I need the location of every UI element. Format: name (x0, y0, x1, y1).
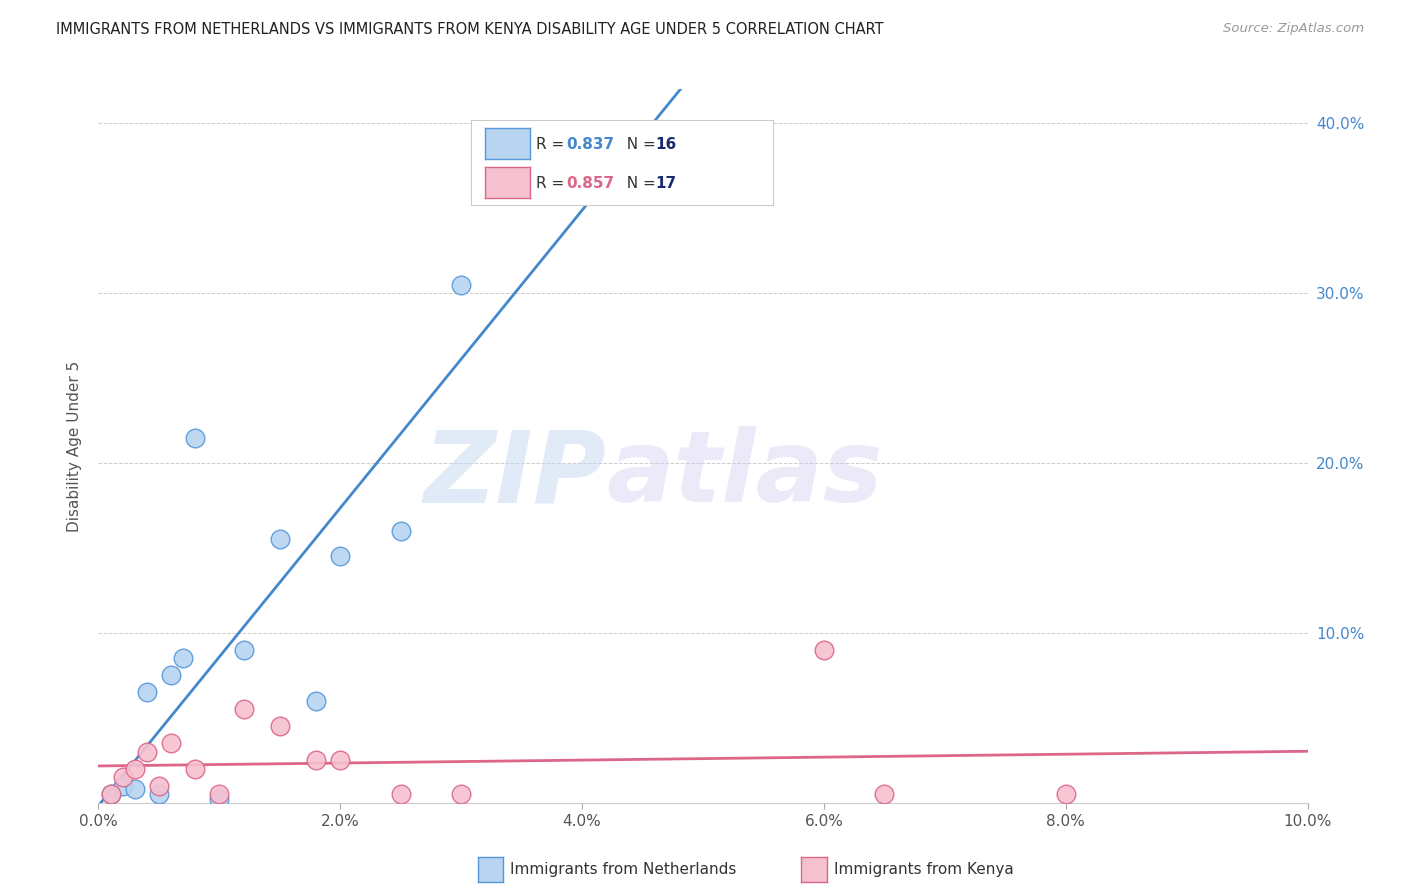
Point (269, 719, 291, 733)
Point (547, 159, 569, 173)
Text: Immigrants from Netherlands: Immigrants from Netherlands (510, 863, 737, 877)
Point (305, 694, 328, 708)
Text: 17: 17 (655, 177, 676, 191)
Point (160, 736, 183, 750)
Point (305, 753, 328, 767)
Text: IMMIGRANTS FROM NETHERLANDS VS IMMIGRANTS FROM KENYA DISABILITY AGE UNDER 5 CORR: IMMIGRANTS FROM NETHERLANDS VS IMMIGRANT… (56, 22, 884, 37)
Point (124, 762, 146, 776)
Text: N =: N = (617, 177, 661, 191)
Point (232, 702, 254, 716)
Point (135, 685, 157, 699)
Y-axis label: Disability Age Under 5: Disability Age Under 5 (67, 360, 83, 532)
Text: N =: N = (617, 137, 661, 152)
Text: Immigrants from Kenya: Immigrants from Kenya (834, 863, 1014, 877)
Point (172, 651, 194, 665)
Point (148, 787, 170, 801)
Point (208, 787, 231, 801)
Text: 0.837: 0.837 (567, 137, 614, 152)
Text: 16: 16 (655, 137, 676, 152)
Point (124, 782, 146, 797)
Text: R =: R = (536, 177, 569, 191)
Text: Source: ZipAtlas.com: Source: ZipAtlas.com (1223, 22, 1364, 36)
Point (111, 770, 134, 784)
Text: ZIP: ZIP (423, 426, 606, 523)
Point (184, 430, 207, 444)
Point (100, 787, 122, 801)
Point (232, 643, 254, 657)
Point (100, 787, 122, 801)
Point (450, 787, 472, 801)
Point (160, 668, 183, 682)
Point (873, 787, 896, 801)
Text: atlas: atlas (606, 426, 883, 523)
Point (135, 745, 157, 759)
Point (329, 753, 352, 767)
Text: R =: R = (536, 137, 569, 152)
Point (329, 549, 352, 564)
Point (269, 533, 291, 547)
Point (148, 779, 170, 793)
Point (450, 277, 472, 292)
Point (184, 762, 207, 776)
Point (389, 787, 412, 801)
Point (813, 643, 835, 657)
Point (1054, 787, 1077, 801)
Point (111, 779, 134, 793)
Point (389, 524, 412, 538)
Text: 0.857: 0.857 (567, 177, 614, 191)
Point (208, 792, 231, 806)
